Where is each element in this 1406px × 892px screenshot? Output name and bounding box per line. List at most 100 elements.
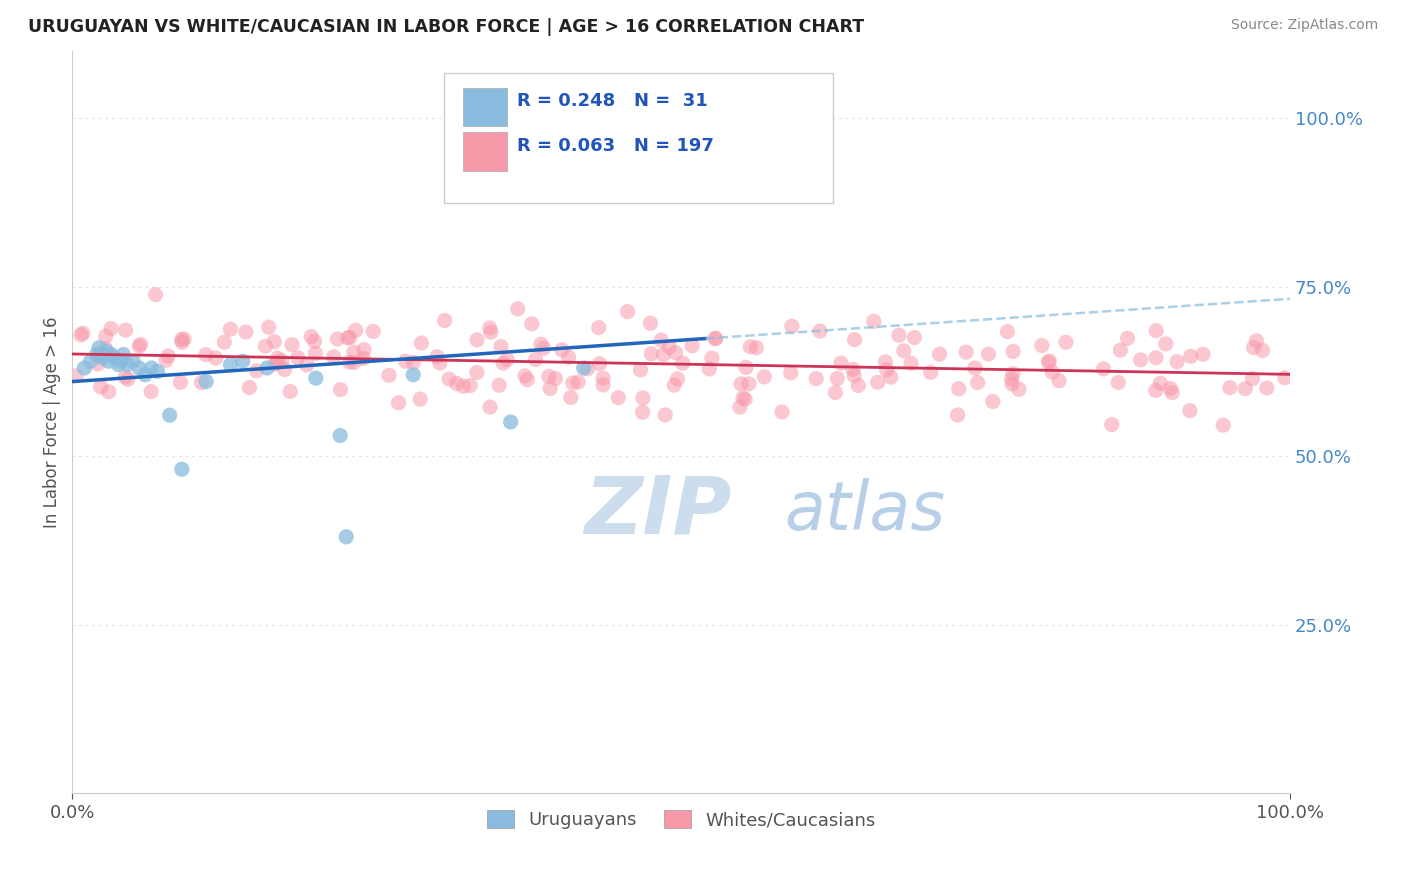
- Point: [273, 362, 295, 376]
- Text: Source: ZipAtlas.com: Source: ZipAtlas.com: [1230, 18, 1378, 32]
- Point: [572, 361, 595, 376]
- Point: [266, 355, 288, 369]
- Point: [488, 378, 510, 392]
- Point: [1180, 349, 1202, 363]
- Point: [343, 355, 366, 369]
- Point: [409, 392, 432, 406]
- Point: [946, 408, 969, 422]
- Point: [866, 376, 889, 390]
- Point: [631, 405, 654, 419]
- Point: [335, 530, 357, 544]
- Point: [1154, 337, 1177, 351]
- Point: [592, 378, 614, 392]
- Point: [90, 347, 112, 361]
- Point: [1092, 362, 1115, 376]
- Point: [170, 335, 193, 350]
- Point: [97, 354, 120, 368]
- Point: [329, 428, 352, 442]
- Point: [117, 372, 139, 386]
- Point: [997, 325, 1019, 339]
- Point: [650, 333, 672, 347]
- Point: [305, 371, 328, 385]
- Point: [395, 354, 418, 368]
- Point: [344, 323, 367, 337]
- Point: [157, 349, 180, 363]
- Point: [592, 371, 614, 385]
- Point: [1166, 355, 1188, 369]
- Point: [145, 287, 167, 301]
- Point: [1001, 376, 1024, 391]
- Point: [567, 375, 589, 389]
- Point: [903, 330, 925, 344]
- Point: [928, 347, 950, 361]
- Point: [537, 369, 560, 384]
- Point: [876, 363, 898, 377]
- Point: [955, 345, 977, 359]
- Point: [479, 400, 502, 414]
- Point: [411, 336, 433, 351]
- Point: [339, 330, 361, 344]
- Point: [544, 371, 567, 385]
- Point: [235, 325, 257, 339]
- Point: [530, 337, 553, 351]
- Point: [1159, 382, 1181, 396]
- Point: [100, 321, 122, 335]
- Point: [141, 361, 163, 376]
- Point: [458, 378, 481, 392]
- Point: [429, 356, 451, 370]
- Point: [1144, 384, 1167, 398]
- Point: [963, 361, 986, 376]
- Point: [128, 361, 150, 376]
- Point: [560, 391, 582, 405]
- Point: [245, 364, 267, 378]
- Point: [1129, 352, 1152, 367]
- Point: [263, 334, 285, 349]
- Point: [190, 376, 212, 390]
- Point: [86, 357, 108, 371]
- Point: [1219, 381, 1241, 395]
- Point: [112, 347, 135, 361]
- Point: [72, 326, 94, 341]
- Y-axis label: In Labor Force | Age > 16: In Labor Force | Age > 16: [44, 317, 60, 528]
- Point: [451, 379, 474, 393]
- Point: [1047, 374, 1070, 388]
- Legend: Uruguayans, Whites/Caucasians: Uruguayans, Whites/Caucasians: [479, 803, 883, 837]
- Point: [1178, 403, 1201, 417]
- Point: [232, 354, 254, 368]
- Point: [94, 342, 117, 356]
- Point: [830, 356, 852, 370]
- Point: [588, 357, 610, 371]
- Point: [520, 317, 543, 331]
- Point: [1256, 381, 1278, 395]
- Point: [204, 351, 226, 365]
- Point: [551, 343, 574, 357]
- Point: [90, 380, 112, 394]
- Point: [114, 323, 136, 337]
- Text: ZIP: ZIP: [583, 472, 731, 550]
- Point: [446, 376, 468, 391]
- Point: [666, 372, 689, 386]
- Point: [115, 358, 138, 372]
- Point: [616, 304, 638, 318]
- Point: [437, 372, 460, 386]
- Point: [827, 371, 849, 385]
- Point: [65, 368, 87, 383]
- Point: [1149, 376, 1171, 391]
- Point: [79, 354, 101, 368]
- Point: [146, 364, 169, 378]
- Point: [730, 376, 752, 391]
- Point: [1144, 351, 1167, 365]
- Point: [91, 351, 114, 365]
- Point: [254, 339, 277, 353]
- Point: [981, 394, 1004, 409]
- FancyBboxPatch shape: [444, 73, 834, 202]
- Point: [731, 391, 754, 405]
- Point: [844, 368, 866, 383]
- Point: [1008, 382, 1031, 396]
- Point: [704, 331, 727, 345]
- Point: [1109, 343, 1132, 358]
- Point: [287, 351, 309, 365]
- Point: [1000, 372, 1022, 386]
- Point: [388, 396, 411, 410]
- Point: [128, 339, 150, 353]
